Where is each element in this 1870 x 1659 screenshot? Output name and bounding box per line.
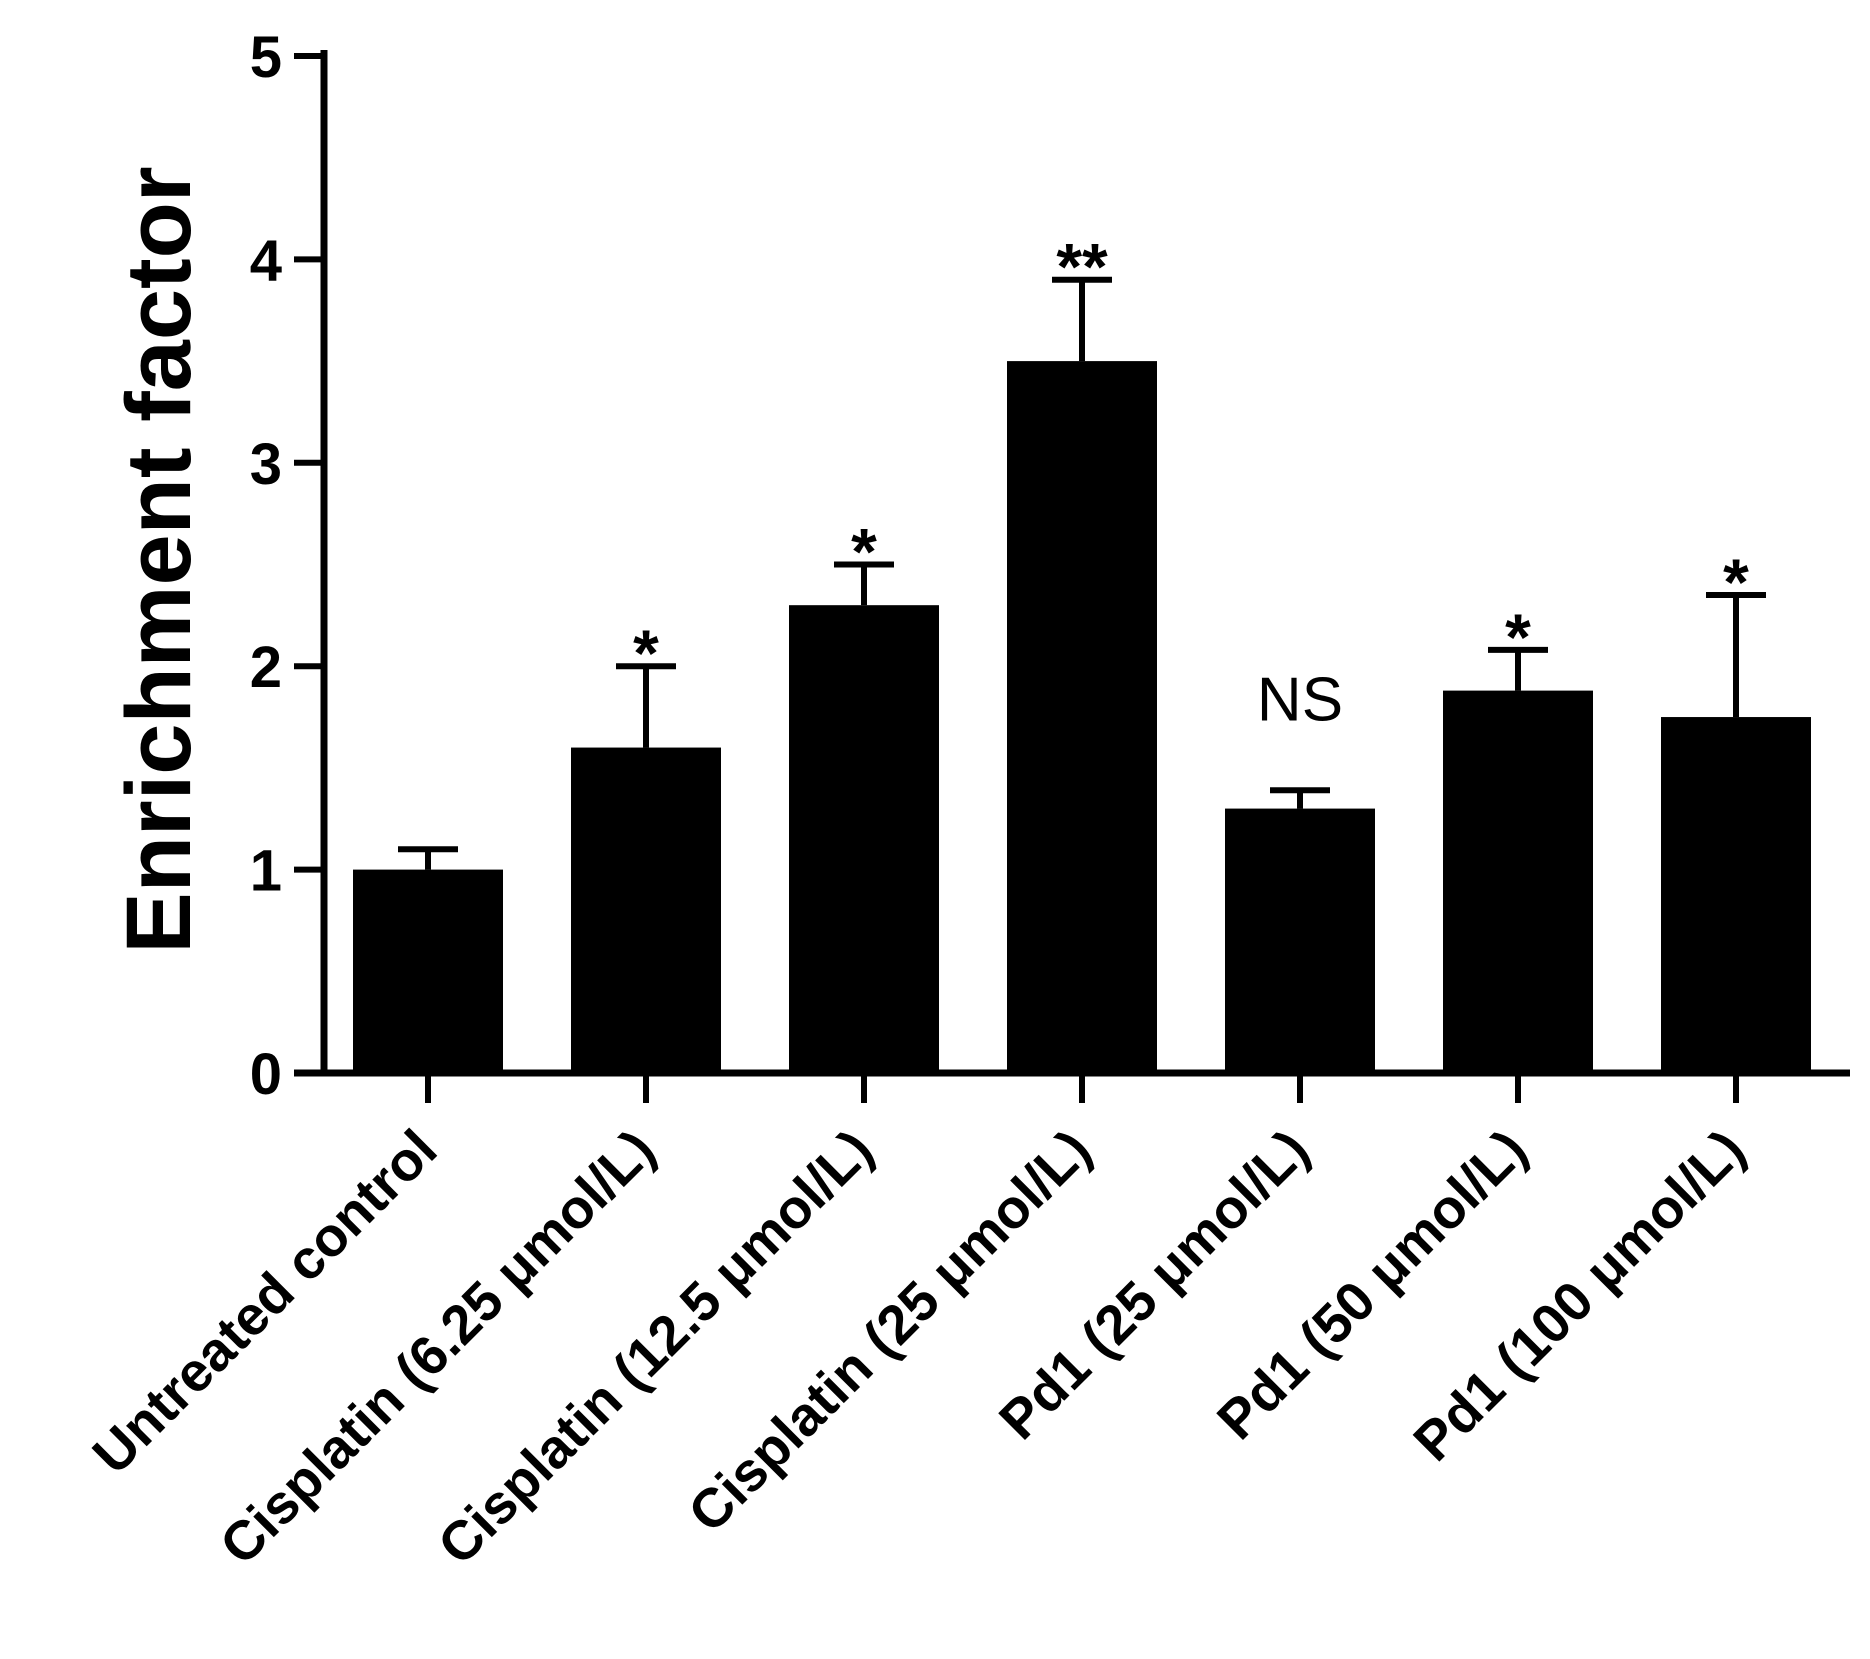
y-tick-label: 2	[250, 635, 282, 700]
significance-label: *	[1505, 600, 1531, 674]
category-label: Cisplatin (12.5 μmol/L)	[426, 1118, 885, 1577]
error-bars-layer	[398, 276, 1766, 870]
x-ticks-layer	[425, 1073, 1739, 1103]
y-tick-label: 0	[250, 1042, 282, 1107]
bar	[1443, 690, 1593, 1073]
y-tick-label: 4	[250, 228, 282, 293]
y-tick-label: 3	[250, 432, 282, 497]
significance-label: *	[1723, 545, 1749, 619]
significance-layer: ****NS**	[633, 230, 1749, 735]
bar	[571, 747, 721, 1073]
category-label: Cisplatin (6.25 μmol/L)	[208, 1118, 667, 1577]
bar	[789, 605, 939, 1073]
bar	[1007, 361, 1157, 1074]
y-axis-title: Enrichment factor	[108, 166, 210, 953]
y-tick-label: 1	[250, 839, 282, 904]
significance-label: NS	[1257, 665, 1343, 734]
significance-label: **	[1056, 230, 1108, 304]
category-label: Cisplatin (25 μmol/L)	[676, 1118, 1102, 1544]
significance-label: *	[633, 616, 659, 690]
bar	[353, 869, 503, 1073]
y-tick-label: 5	[250, 25, 282, 90]
bar	[1225, 808, 1375, 1073]
bar	[1661, 717, 1811, 1073]
significance-label: *	[851, 515, 877, 589]
y-ticks-layer: 0 1 2 3 4 5	[250, 25, 324, 1107]
bars-layer	[353, 361, 1811, 1074]
